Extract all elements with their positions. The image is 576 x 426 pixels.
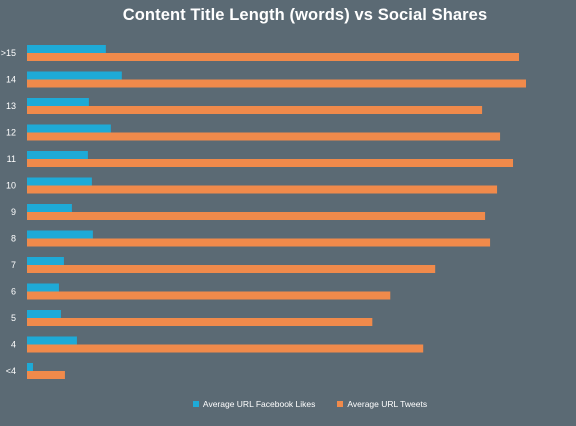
- category-label: <4: [6, 366, 16, 376]
- bar-facebook-likes: [27, 230, 93, 239]
- legend-item-tweets: Average URL Tweets: [337, 399, 427, 409]
- legend-item-facebook: Average URL Facebook Likes: [192, 399, 316, 409]
- category-label: 9: [11, 207, 16, 217]
- bar-tweets: [27, 318, 373, 326]
- bar-tweets: [27, 79, 527, 88]
- bar-facebook-likes: [27, 177, 92, 186]
- bar-tweets: [27, 371, 65, 379]
- legend-swatch-tweets: [337, 401, 344, 407]
- legend-label-facebook: Average URL Facebook Likes: [202, 399, 316, 409]
- bar-facebook-likes: [27, 98, 89, 106]
- category-label: 10: [6, 181, 16, 191]
- category-label: 5: [11, 313, 16, 323]
- bar-facebook-likes: [27, 71, 122, 80]
- bar-facebook-likes: [27, 363, 33, 371]
- bar-facebook-likes: [27, 151, 88, 159]
- bar-facebook-likes: [27, 283, 59, 292]
- bar-tweets: [27, 106, 483, 114]
- bar-facebook-likes: [27, 257, 64, 265]
- bar-facebook-likes: [27, 336, 77, 345]
- bar-tweets: [27, 212, 486, 220]
- category-label: >15: [1, 48, 16, 58]
- legend-swatch-facebook: [192, 401, 199, 407]
- bar-tweets: [27, 291, 391, 300]
- bar-tweets: [27, 265, 436, 273]
- bar-tweets: [27, 185, 498, 194]
- category-label: 11: [7, 154, 16, 164]
- category-label: 6: [11, 287, 16, 297]
- bar-tweets: [27, 159, 514, 167]
- category-label: 4: [11, 340, 16, 350]
- bar-tweets: [27, 132, 501, 141]
- category-label: 14: [6, 75, 16, 85]
- category-label: 12: [6, 128, 16, 138]
- legend-label-tweets: Average URL Tweets: [347, 399, 428, 409]
- chart-title: Content Title Length (words) vs Social S…: [122, 6, 488, 24]
- category-label: 13: [6, 101, 16, 111]
- bar-facebook-likes: [27, 204, 72, 212]
- category-label: 7: [11, 260, 16, 270]
- bar-tweets: [27, 238, 491, 247]
- bar-tweets: [27, 344, 424, 353]
- bar-tweets: [27, 53, 520, 61]
- category-label: 8: [11, 234, 16, 244]
- chart-legend: Average URL Facebook Likes Average URL T…: [0, 399, 576, 409]
- bar-facebook-likes: [27, 124, 111, 133]
- bar-facebook-likes: [27, 310, 61, 318]
- bar-facebook-likes: [27, 45, 106, 53]
